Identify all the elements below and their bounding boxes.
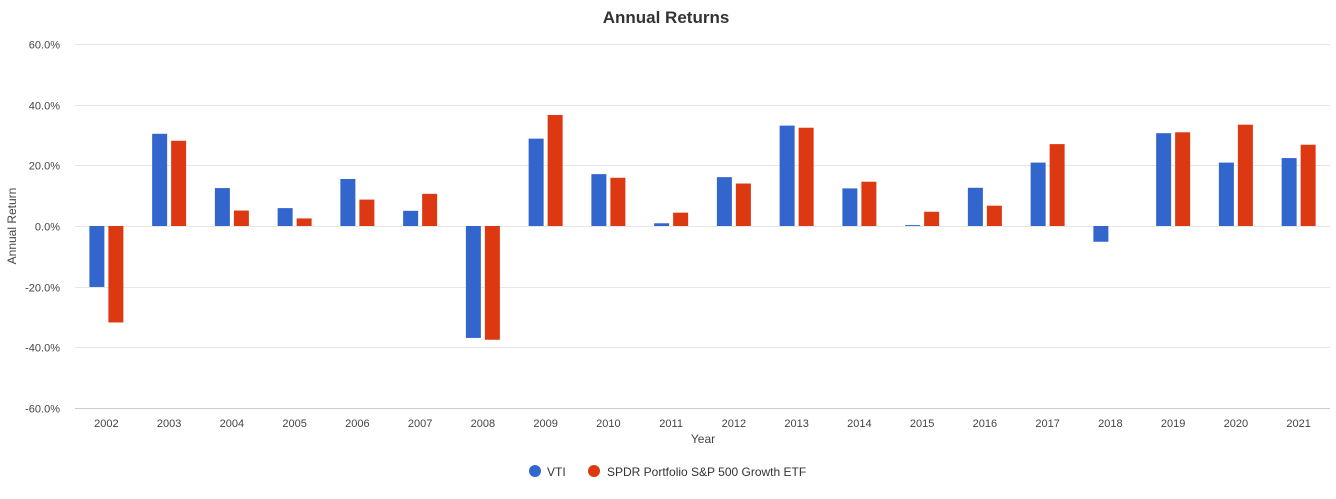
- bar-spdr-growth-2017[interactable]: [1049, 144, 1065, 226]
- y-tick-label: -60.0%: [25, 404, 60, 416]
- x-tick-label: 2021: [1286, 418, 1310, 430]
- bar-vti-2009[interactable]: [528, 138, 544, 226]
- bar-spdr-growth-2019[interactable]: [1175, 132, 1191, 226]
- x-tick-label: 2002: [94, 418, 118, 430]
- bar-vti-2008[interactable]: [465, 226, 481, 338]
- bar-vti-2012[interactable]: [716, 177, 732, 226]
- x-tick-label: 2015: [910, 418, 934, 430]
- bar-spdr-growth-2005[interactable]: [296, 218, 312, 226]
- bar-vti-2017[interactable]: [1030, 162, 1046, 226]
- bar-vti-2013[interactable]: [779, 125, 795, 226]
- bar-spdr-growth-2004[interactable]: [233, 210, 249, 226]
- y-tick-label: 20.0%: [29, 161, 60, 173]
- bar-vti-2020[interactable]: [1218, 162, 1234, 226]
- x-tick-label: 2016: [973, 418, 997, 430]
- legend-marker-vti: [529, 465, 541, 477]
- bar-spdr-growth-2003[interactable]: [171, 140, 187, 226]
- bar-spdr-growth-2002[interactable]: [108, 226, 124, 323]
- x-tick-label: 2018: [1098, 418, 1122, 430]
- x-tick-label: 2006: [345, 418, 369, 430]
- x-tick-label: 2009: [533, 418, 557, 430]
- bar-vti-2015[interactable]: [905, 225, 921, 226]
- x-tick-label: 2008: [471, 418, 495, 430]
- bar-spdr-growth-2011[interactable]: [673, 212, 689, 226]
- bar-spdr-growth-2012[interactable]: [735, 183, 751, 226]
- y-axis-label: Annual Return: [5, 188, 19, 265]
- y-tick-label: -40.0%: [25, 343, 60, 355]
- bar-vti-2004[interactable]: [214, 188, 230, 226]
- x-tick-label: 2017: [1035, 418, 1059, 430]
- bar-vti-2005[interactable]: [277, 208, 293, 226]
- chart-title: Annual Returns: [603, 8, 730, 27]
- bar-spdr-growth-2020[interactable]: [1237, 124, 1253, 226]
- y-tick-label: 0.0%: [35, 222, 60, 234]
- x-axis-label: Year: [691, 432, 715, 446]
- bars: [89, 114, 1316, 340]
- x-tick-label: 2013: [784, 418, 808, 430]
- x-tick-label: 2004: [220, 418, 244, 430]
- bar-vti-2007[interactable]: [403, 210, 419, 226]
- grid-lines: [75, 44, 1330, 409]
- x-tick-label: 2011: [659, 418, 683, 430]
- legend-label-vti[interactable]: VTI: [547, 465, 566, 479]
- bar-vti-2014[interactable]: [842, 188, 858, 226]
- bar-spdr-growth-2006[interactable]: [359, 199, 375, 226]
- bar-vti-2011[interactable]: [654, 223, 670, 226]
- x-tick-label: 2014: [847, 418, 871, 430]
- y-axis-ticks: 60.0% 40.0% 20.0% 0.0% -20.0% -40.0% -60.0%: [25, 40, 60, 416]
- bar-vti-2021[interactable]: [1281, 158, 1297, 226]
- bar-spdr-growth-2021[interactable]: [1300, 144, 1316, 226]
- bar-spdr-growth-2007[interactable]: [422, 193, 438, 226]
- x-tick-label: 2007: [408, 418, 432, 430]
- bar-vti-2003[interactable]: [152, 133, 168, 226]
- x-tick-label: 2005: [282, 418, 306, 430]
- legend: VTI SPDR Portfolio S&P 500 Growth ETF: [529, 465, 806, 479]
- bar-spdr-growth-2010[interactable]: [610, 177, 626, 226]
- legend-label-spdr-growth[interactable]: SPDR Portfolio S&P 500 Growth ETF: [607, 465, 806, 479]
- bar-vti-2018[interactable]: [1093, 226, 1109, 242]
- bar-vti-2010[interactable]: [591, 174, 607, 226]
- y-tick-label: 40.0%: [29, 101, 60, 113]
- bar-vti-2002[interactable]: [89, 226, 105, 287]
- x-tick-label: 2010: [596, 418, 620, 430]
- bar-spdr-growth-2013[interactable]: [798, 127, 814, 226]
- x-tick-label: 2012: [722, 418, 746, 430]
- x-tick-label: 2003: [157, 418, 181, 430]
- bar-spdr-growth-2009[interactable]: [547, 114, 563, 226]
- x-axis-ticks: 2002 2003 2004 2005 2006 2007 2008 2009 2010 2011…: [94, 418, 1311, 430]
- bar-spdr-growth-2014[interactable]: [861, 181, 877, 226]
- y-tick-label: 60.0%: [29, 40, 60, 52]
- legend-marker-spdr-growth: [588, 465, 600, 477]
- bar-vti-2016[interactable]: [967, 187, 983, 226]
- bar-spdr-growth-2015[interactable]: [924, 211, 940, 226]
- bar-spdr-growth-2008[interactable]: [484, 226, 500, 340]
- bar-vti-2006[interactable]: [340, 178, 356, 226]
- bar-vti-2019[interactable]: [1156, 133, 1172, 226]
- bar-spdr-growth-2016[interactable]: [986, 205, 1002, 226]
- y-tick-label: -20.0%: [25, 283, 60, 295]
- x-tick-label: 2019: [1161, 418, 1185, 430]
- x-tick-label: 2020: [1224, 418, 1248, 430]
